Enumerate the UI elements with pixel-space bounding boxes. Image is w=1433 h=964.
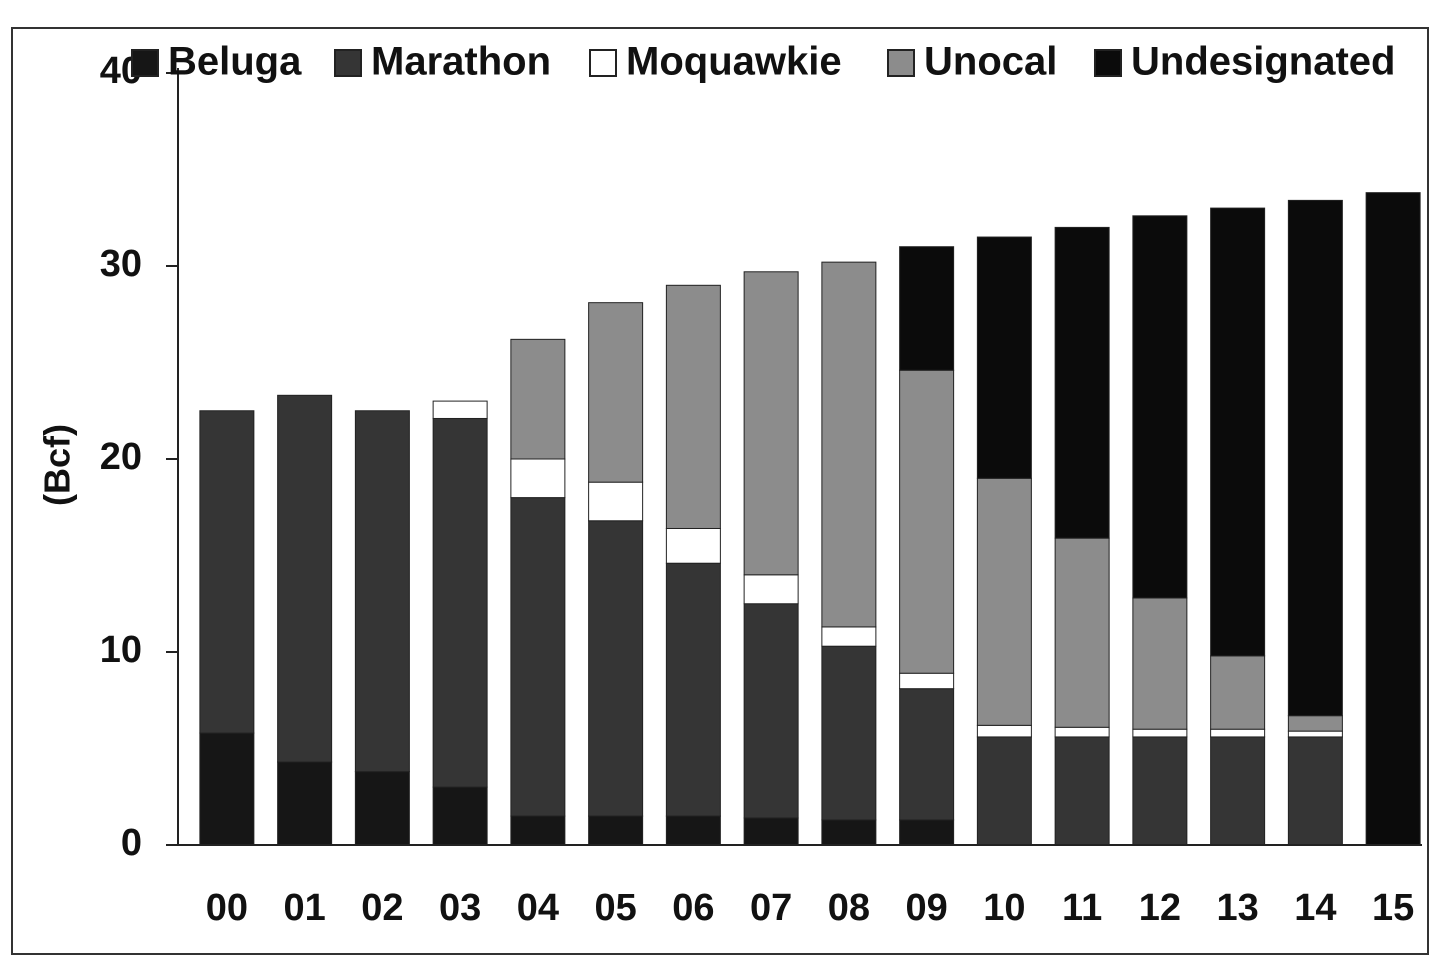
y-tick-label: 10 [100,629,142,671]
y-axis-label: (Bcf) [37,424,78,506]
bar-segment [1365,192,1421,846]
bar-segment [510,497,566,817]
bar-segment [1132,736,1188,846]
bar-segment [199,732,255,846]
bar-segment [976,236,1032,479]
x-tick-label: 09 [905,887,947,929]
bar-segment [976,477,1032,726]
bar-segment [743,603,799,819]
bar-segment [1210,655,1266,730]
bar-segment [1287,199,1343,717]
x-tick-label: 01 [283,887,325,929]
bar-segment [665,815,721,846]
x-tick-label: 11 [1062,887,1102,929]
legend-swatch [1094,49,1122,77]
legend-label: Marathon [371,40,551,84]
x-tick-label: 05 [594,887,636,929]
bar-segment [1132,728,1188,738]
bar-segment [510,815,566,846]
x-tick-label: 13 [1216,887,1258,929]
x-tick-label: 07 [750,887,792,929]
bar-segment [899,369,955,674]
x-tick-label: 08 [828,887,870,929]
bar-segment [1054,726,1110,738]
bar-segment [432,417,488,788]
bar-segment [665,562,721,817]
bar-segment [510,338,566,460]
bar-segment [1287,736,1343,846]
bar-segment [1132,597,1188,730]
legend-label: Unocal [924,40,1057,84]
x-tick-label: 03 [439,887,481,929]
legend-swatch [131,49,159,77]
bar-segment [976,736,1032,846]
bar-segment [199,410,255,734]
x-tick-label: 06 [672,887,714,929]
bar-segment [821,645,877,821]
bar-segment [354,410,410,773]
legend-label: Moquawkie [626,40,842,84]
bar-segment [510,458,566,499]
bar-segment [588,481,644,522]
x-tick-label: 14 [1294,887,1336,929]
bar-segment [1210,728,1266,738]
frame [11,27,1429,955]
bar-segment [821,819,877,846]
y-tick-label: 30 [100,243,142,285]
bar-segment [1054,226,1110,539]
bar-segment [1132,215,1188,599]
bar-segment [743,574,799,605]
bar-segment [899,672,955,690]
bar-segment [976,724,1032,738]
legend-label: Beluga [168,40,302,84]
bar-segment [277,394,333,763]
bar-segment [1287,730,1343,738]
y-tick-label: 0 [121,822,142,864]
bar-segment [277,761,333,846]
legend-swatch [887,49,915,77]
legend-swatch [334,49,362,77]
bar-segment [1054,736,1110,846]
x-tick-label: 02 [361,887,403,929]
bar-segment [1210,736,1266,846]
x-tick-label: 10 [983,887,1025,929]
bar-segment [665,527,721,564]
bar-segment [588,815,644,846]
bar-segment [743,271,799,576]
bar-segment [432,786,488,846]
bar-segment [743,817,799,846]
x-tick-label: 04 [517,887,559,929]
x-tick-label: 12 [1139,887,1181,929]
bar-segment [588,302,644,483]
legend-label: Undesignated [1131,40,1395,84]
bar-segment [899,688,955,821]
y-tick-label: 20 [100,436,142,478]
bar-segment [821,626,877,647]
bar-segment [588,520,644,817]
bar-segment [665,284,721,529]
legend-swatch [589,49,617,77]
bar-segment [1210,207,1266,657]
bar-segment [899,819,955,846]
bar-segment [432,400,488,419]
x-tick-label: 00 [206,887,248,929]
x-tick-label: 15 [1372,887,1414,929]
bar-segment [899,246,955,371]
bar-segment [1287,715,1343,732]
bar-segment [354,771,410,846]
bar-segment [1054,537,1110,728]
bar-segment [821,261,877,628]
